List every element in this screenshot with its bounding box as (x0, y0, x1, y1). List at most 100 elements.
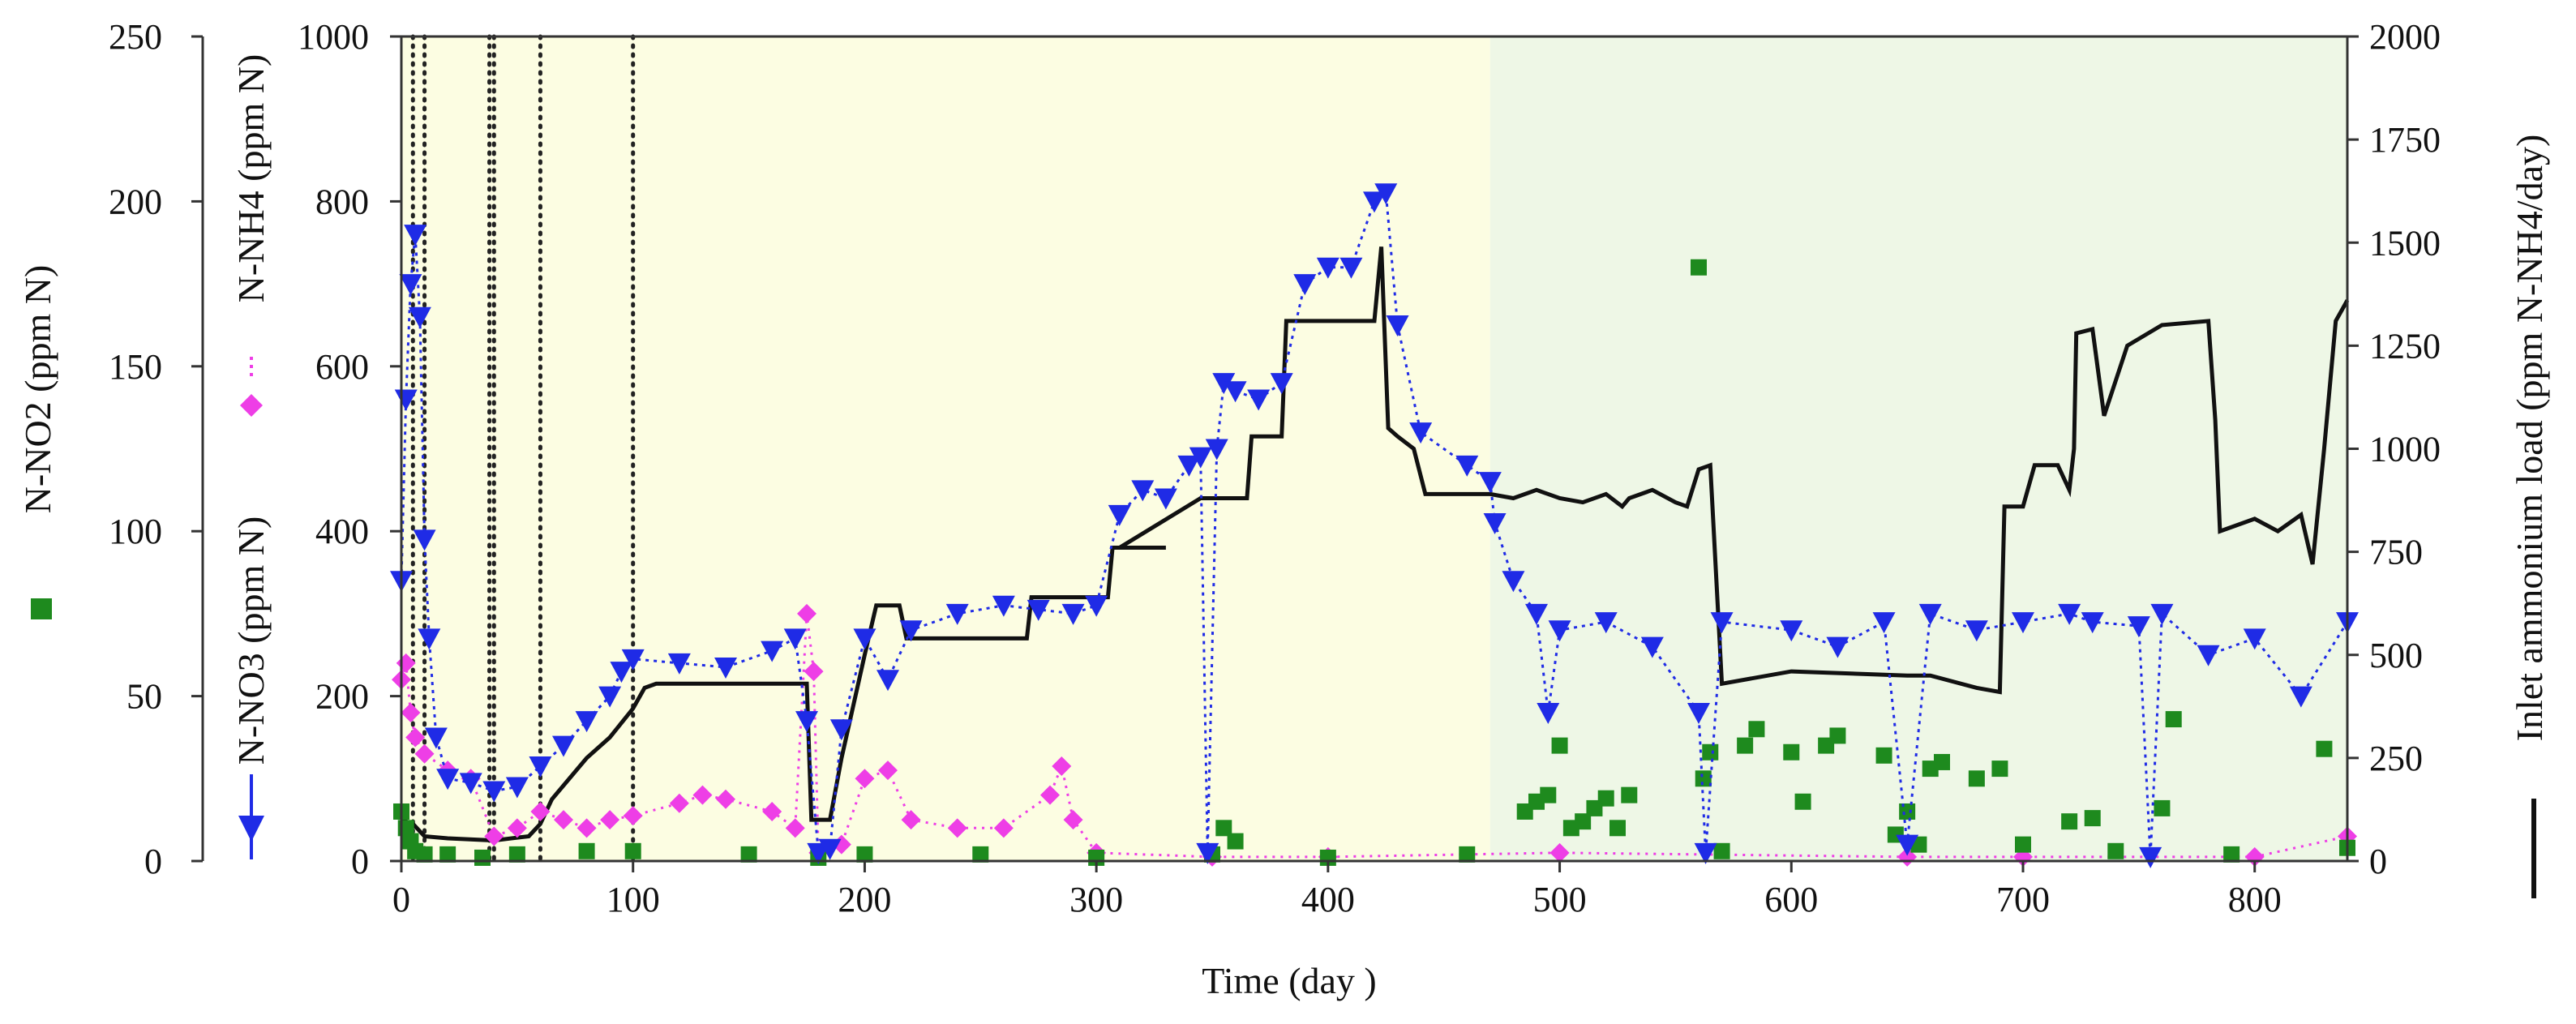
load-tick-label: 1000 (2369, 430, 2441, 469)
load-tick-label: 500 (2369, 636, 2423, 675)
nh4-point (1640, 636, 1664, 658)
no3-point (484, 826, 504, 846)
no3-point (785, 818, 805, 838)
nh4-point (1270, 373, 1293, 395)
no2-point (1748, 721, 1765, 738)
no2-point (1737, 737, 1754, 754)
nh4-point (1594, 612, 1618, 634)
nh4-series (390, 183, 2359, 868)
load-line (401, 246, 2350, 843)
load-tick-label: 2000 (2369, 17, 2441, 57)
nh4-point (418, 628, 441, 650)
nh4-point (1131, 480, 1155, 502)
no3-point (1052, 756, 1072, 777)
nh4-point (1224, 381, 1247, 403)
nh4-tick-label: 200 (315, 677, 369, 717)
x-tick-label: 100 (606, 880, 660, 919)
no2-point (1794, 793, 1811, 810)
no2-point (2084, 810, 2101, 827)
nh4-point (1694, 842, 1717, 864)
nh4-tick-label: 600 (315, 347, 369, 387)
phase-backgrounds (401, 36, 2347, 861)
nh4-point (1061, 603, 1085, 625)
nh4-tick-label: 0 (351, 842, 369, 881)
no3-point (600, 810, 620, 830)
nh4-point (795, 711, 818, 733)
no3-point (405, 727, 426, 748)
no2-point (1609, 820, 1626, 837)
nh4-point (1896, 834, 1919, 856)
no2-tick-label: 200 (109, 182, 162, 221)
nh4-point (1189, 447, 1212, 469)
load-tick-label: 1750 (2369, 120, 2441, 160)
no2-tick-label: 150 (109, 347, 162, 387)
no2-point (1991, 761, 2008, 778)
nh4-point (621, 649, 645, 671)
no2-point (1459, 846, 1476, 863)
no2-point (474, 849, 491, 866)
nh4-point (1363, 191, 1386, 213)
no2-point (1829, 727, 1846, 744)
nh4-point (575, 711, 598, 733)
nh4-point (783, 628, 807, 650)
nh4-point (1247, 389, 1271, 411)
x-tick-label: 800 (2228, 880, 2282, 919)
no2-point (2316, 740, 2333, 757)
load-tick-label: 750 (2369, 533, 2423, 572)
no2-point (1695, 770, 1712, 787)
nh4-point (598, 686, 622, 708)
no3-point (878, 761, 898, 781)
no3-point (1063, 810, 1083, 830)
nh4-point (459, 773, 482, 795)
no2-point (1215, 820, 1232, 837)
event-lines (410, 34, 636, 863)
no3-point (947, 818, 967, 838)
nh4-point (1918, 603, 1942, 625)
no2-point (1702, 743, 1719, 761)
nh4-point (2058, 603, 2081, 625)
nh4-point (992, 595, 1015, 617)
no2-point (1551, 737, 1568, 754)
load-series (401, 246, 2350, 843)
no3-point (507, 818, 527, 838)
no2-point (508, 846, 525, 863)
nh4-point (408, 306, 431, 328)
nh4-point (1386, 315, 1409, 336)
no2-point (1691, 259, 1707, 276)
no3-point (762, 801, 782, 821)
nh4-point (1205, 439, 1228, 461)
nh4-point (1196, 842, 1219, 864)
no2-point (2015, 836, 2031, 853)
nh4-point (1455, 455, 1479, 477)
no2-point (2223, 846, 2240, 863)
nh4-point (1154, 488, 1177, 510)
no2-point (1575, 813, 1592, 830)
no3-point (401, 702, 421, 722)
no2-point (2107, 842, 2124, 859)
nh4-point (899, 620, 923, 642)
no2-point (439, 846, 456, 863)
no3-axis-title: N-NO3 (ppm N) (230, 516, 272, 765)
no3-point (716, 789, 735, 809)
no2-point (1621, 786, 1638, 803)
no3-point (797, 603, 817, 623)
no2-point (856, 846, 873, 863)
no3-point (669, 793, 689, 813)
no3-legend-marker (238, 774, 264, 859)
no3-point (855, 769, 875, 789)
nh4-point (424, 727, 448, 749)
no2-point (2061, 813, 2078, 830)
nh4-point (2289, 686, 2312, 708)
nh4-point (436, 769, 460, 790)
nh4-point (853, 628, 877, 650)
nh4-point (877, 670, 899, 692)
nh4-tick-label: 800 (315, 182, 369, 221)
nh4-point (1027, 599, 1050, 621)
no2-point (1227, 833, 1244, 850)
x-tick-label: 700 (1996, 880, 2050, 919)
no2-point (578, 842, 595, 859)
nh4-point (1293, 274, 1317, 296)
nh4-point (482, 781, 506, 803)
x-tick-label: 600 (1764, 880, 1818, 919)
nh4-point (667, 653, 691, 675)
